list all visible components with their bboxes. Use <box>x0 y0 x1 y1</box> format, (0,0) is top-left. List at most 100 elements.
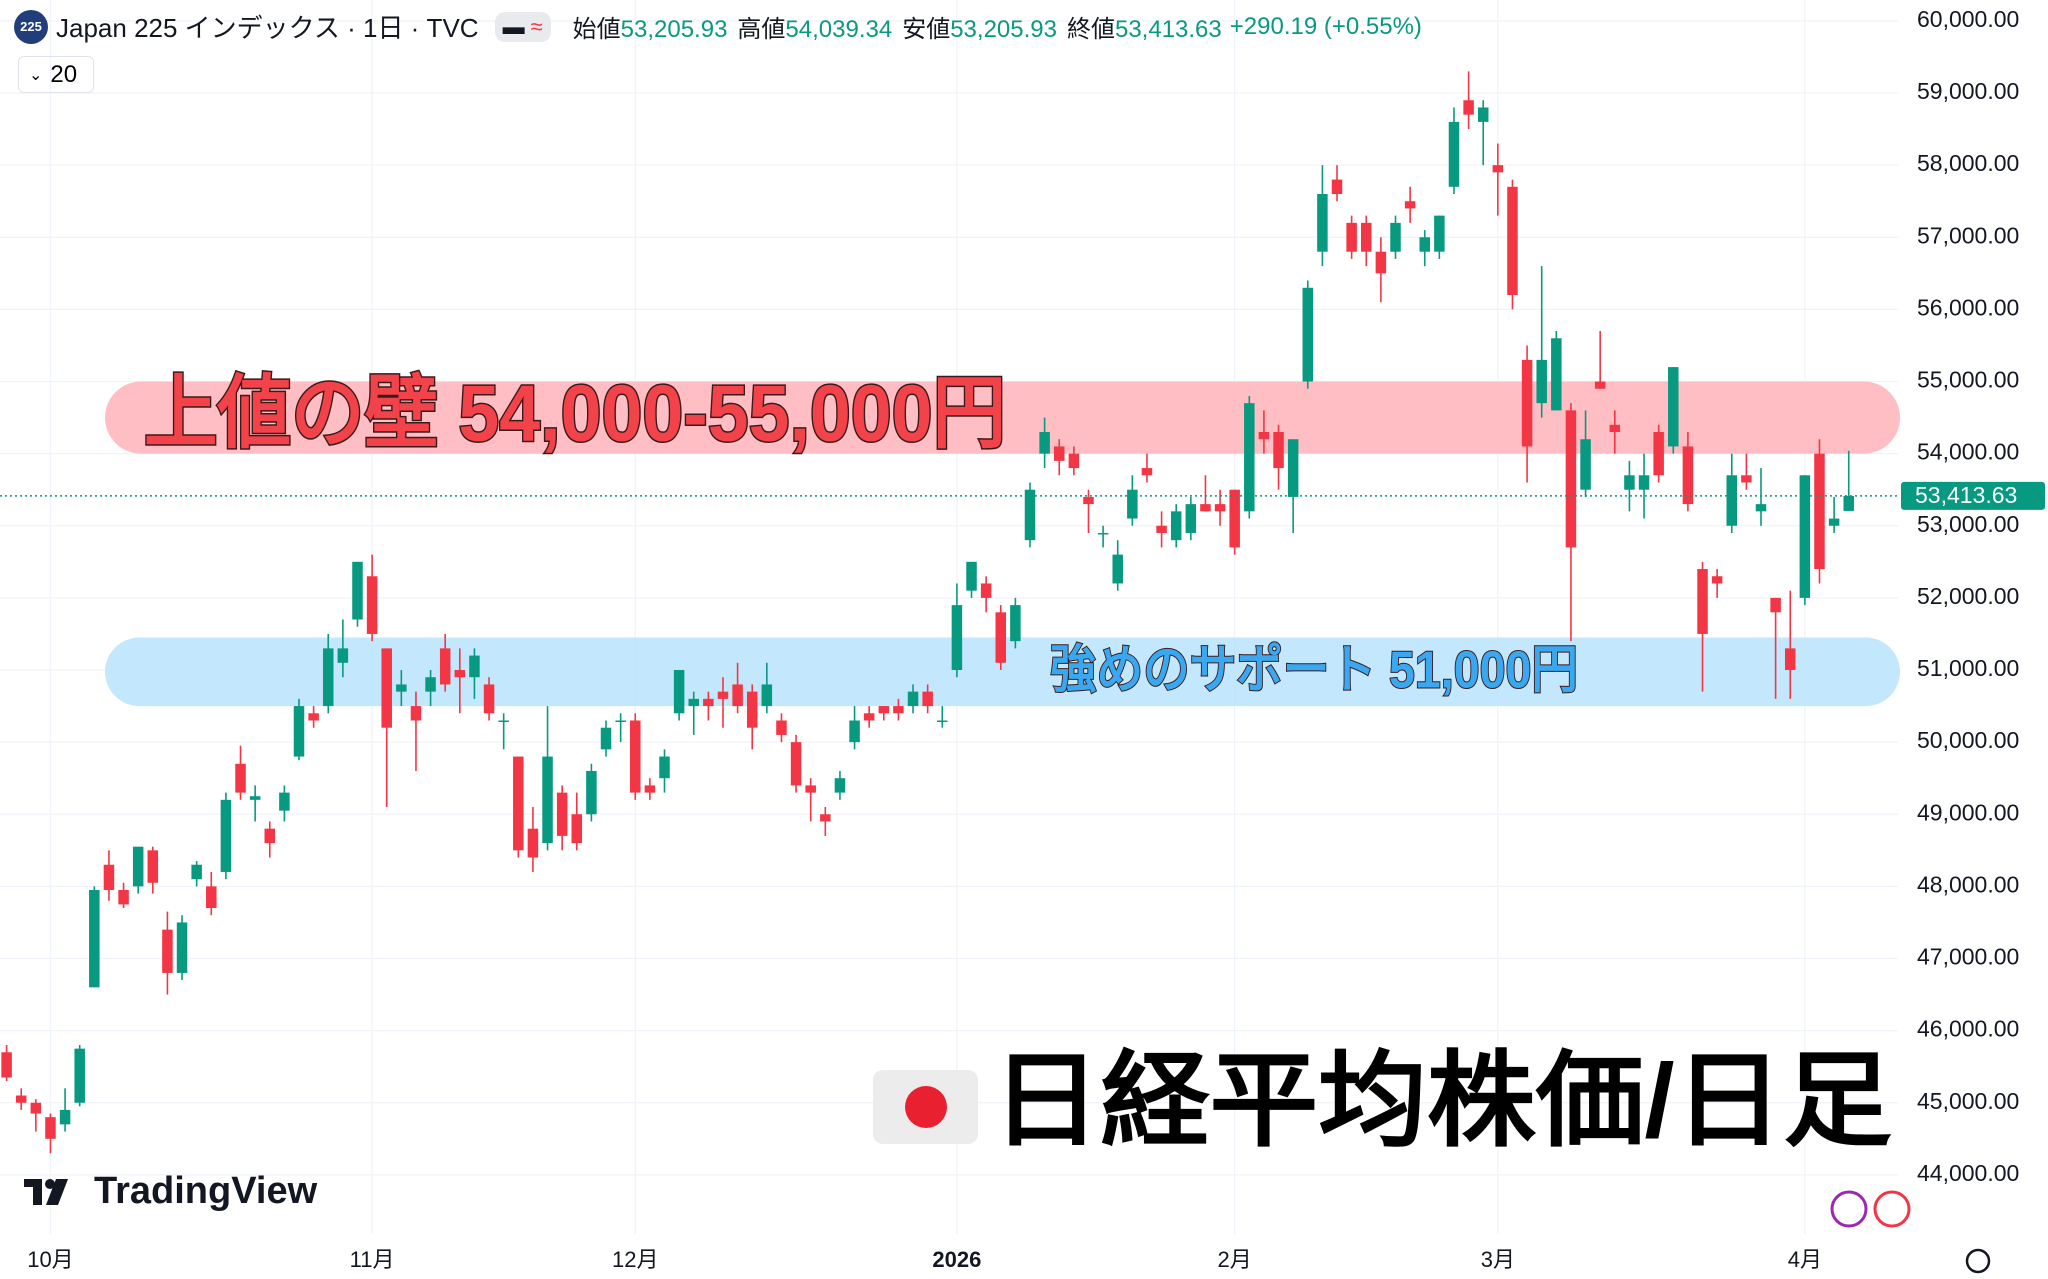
candle-body <box>1024 489 1036 541</box>
candle-body <box>1053 446 1065 461</box>
candle-body <box>439 648 451 685</box>
candle-body <box>1068 453 1080 469</box>
last-price-box <box>1901 481 2045 510</box>
candle-body <box>1390 222 1401 252</box>
candle-body <box>907 691 919 707</box>
candle-body <box>1477 107 1489 122</box>
candle-body <box>688 698 699 707</box>
interval: 20 <box>50 60 78 88</box>
legend-item: 終値53,413.63 <box>1067 9 1222 44</box>
flag-sun <box>905 1086 947 1128</box>
candle-body <box>1097 532 1109 535</box>
candle-body <box>483 684 495 714</box>
candle-body <box>293 706 305 757</box>
legend-text: 安値 <box>902 16 951 43</box>
candle-body <box>1828 518 1840 526</box>
candle-body <box>1 1052 12 1078</box>
legend-text: 高値 <box>737 16 786 43</box>
y-tick-label: 59,000.00 <box>1917 78 2019 104</box>
y-tick-label: 60,000.00 <box>1917 6 2019 32</box>
x-tick-label: 11月 <box>350 1247 395 1272</box>
candle-body <box>615 720 626 722</box>
y-tick-label: 50,000.00 <box>1917 727 2019 753</box>
candle-body <box>1229 489 1240 548</box>
candle-body <box>1010 605 1021 642</box>
candle-body <box>571 814 583 844</box>
band-label: 上値の壁 54,000-55,000円 <box>144 369 1006 458</box>
legend-text: 53,413.63 <box>1114 16 1222 43</box>
candle-body <box>1638 475 1650 490</box>
candle-body <box>1536 359 1547 404</box>
candle-body <box>922 691 933 707</box>
candle-body <box>1141 468 1153 476</box>
icon[interactable] <box>1830 1190 1868 1228</box>
band <box>105 637 1900 707</box>
candle-body <box>1463 100 1474 115</box>
candle-body <box>1565 410 1577 548</box>
candle-body <box>1492 165 1504 173</box>
header: 225 Japan 225 インデックス · 1日 · TVC ▬ ≈ 始値53,… <box>14 8 1422 45</box>
candle-body <box>1580 439 1591 490</box>
candle-body <box>951 605 963 671</box>
candle-body <box>1609 424 1621 433</box>
candle-body <box>103 864 115 890</box>
settings-icon[interactable] <box>1965 1248 1991 1274</box>
candle-body <box>717 691 729 699</box>
candle-body <box>1726 475 1738 526</box>
indicator-pill[interactable]: ▬ ≈ <box>494 11 551 42</box>
candle-body <box>147 850 159 883</box>
candle-body <box>790 742 802 786</box>
candle-body <box>220 799 232 872</box>
candle-body <box>1434 215 1445 252</box>
y-tick-label: 54,000.00 <box>1917 439 2019 465</box>
change: +290.19 (+0.55%) <box>1229 12 1422 40</box>
legend-item: 安値53,205.93 <box>902 9 1057 44</box>
last-price-label: 53,413.63 <box>1915 482 2017 508</box>
candle-body <box>893 706 904 714</box>
candle-body <box>425 677 436 692</box>
candle-body <box>1361 222 1372 252</box>
candle-body <box>45 1117 56 1139</box>
candle-body <box>366 576 378 634</box>
x-tick-label: 2月 <box>1218 1247 1252 1272</box>
candle-body <box>834 778 846 793</box>
candle-body <box>527 828 539 858</box>
legend-text: 終値 <box>1066 16 1115 43</box>
candle-body <box>1302 287 1314 382</box>
icon[interactable] <box>1873 1190 1911 1228</box>
candle-body <box>396 684 407 692</box>
y-tick-label: 47,000.00 <box>1917 944 2019 970</box>
candle-body <box>337 648 349 663</box>
candle-body <box>1273 432 1284 469</box>
bands <box>105 381 1900 707</box>
candle-body <box>1814 453 1825 570</box>
axes: 44,000.00 45,000.00 46,000.00 47,000.00 48,0… <box>0 6 2045 1272</box>
candle-body <box>1258 432 1270 440</box>
candle-body <box>776 720 787 735</box>
y-tick-label: 49,000.00 <box>1917 799 2019 825</box>
x-tick-label: 12月 <box>612 1247 658 1272</box>
candle-body <box>264 828 276 844</box>
candle-body <box>1653 432 1664 476</box>
candle-body <box>542 756 553 844</box>
candle-body <box>1244 403 1255 512</box>
candle-body <box>1741 475 1752 483</box>
candle-body <box>1551 338 1562 411</box>
candle-body <box>1346 222 1357 252</box>
candle-body <box>644 785 656 793</box>
ohlc-legend: 始値53,205.93 高値54,039.34 安値53,205.93 終値53,41… <box>573 9 1222 44</box>
candle-body <box>322 648 334 707</box>
candle-body <box>1594 381 1606 389</box>
symbol-badge: 225 <box>14 9 48 44</box>
candle-body <box>600 727 612 750</box>
symbol[interactable]: Japan 225 インデックス · 1日 · TVC <box>56 13 479 43</box>
candle-body <box>15 1095 27 1103</box>
candle-body <box>1404 201 1416 209</box>
candle-body <box>1521 359 1533 447</box>
y-tick-label: 44,000.00 <box>1917 1160 2019 1186</box>
candle-body <box>761 684 773 707</box>
interval-box[interactable]: ⌄ 20 <box>18 56 94 93</box>
candle-body <box>1843 495 1854 511</box>
candle-body <box>308 713 319 721</box>
